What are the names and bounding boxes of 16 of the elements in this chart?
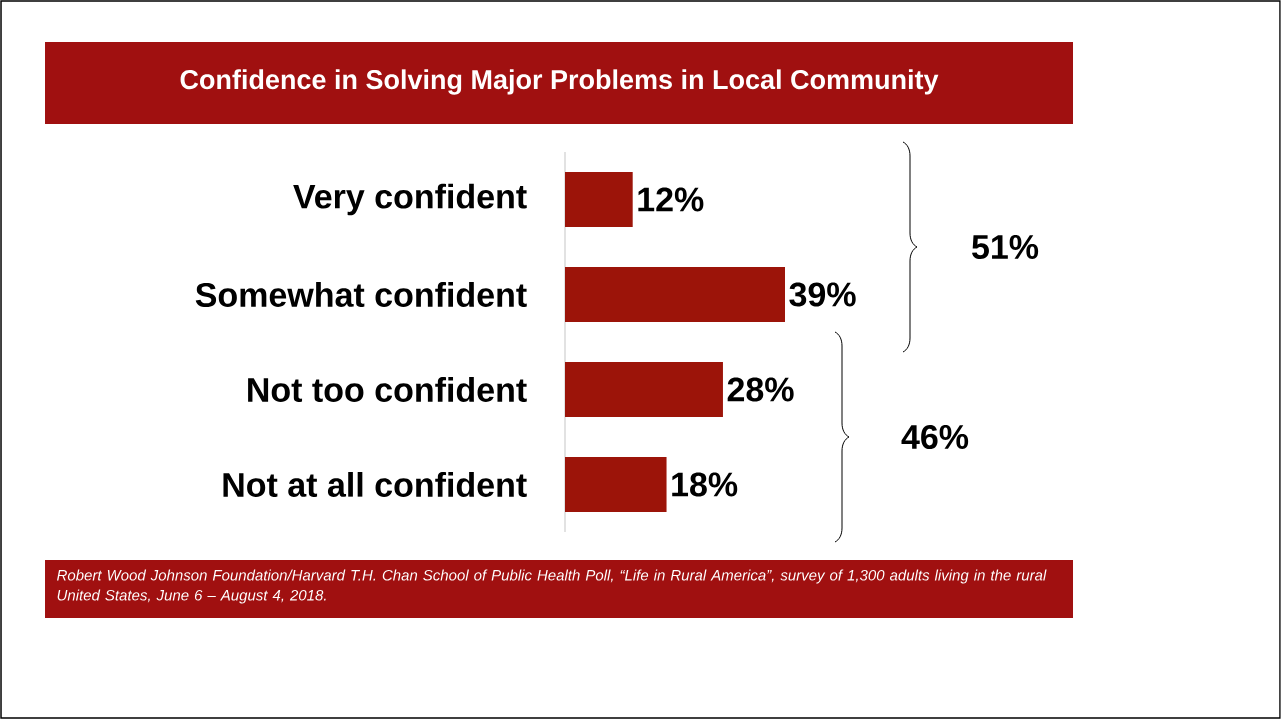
y-tick-label: Not too confident bbox=[248, 377, 527, 402]
y-tick-label: Somewhat confident bbox=[195, 282, 527, 307]
data-label: 39% bbox=[789, 282, 856, 307]
text: Robert Wood Johnson Foundation/Harvard T.H. Chan School of Public Health Poll, “Life in Rural America”, survey of 1,300 adults living in the rural United States, June 6 – August 4, 2018. bbox=[57, 569, 1047, 604]
data-label: 12% bbox=[638, 187, 704, 212]
bar bbox=[565, 456, 667, 512]
bar bbox=[565, 171, 633, 227]
y-tick-label: Very confident bbox=[293, 183, 527, 216]
bar bbox=[565, 266, 785, 322]
y-tick-label: Not at all confident bbox=[223, 472, 527, 497]
bar bbox=[565, 361, 723, 417]
text: 51% bbox=[972, 235, 1039, 259]
data-label: 28% bbox=[727, 377, 794, 402]
data-label: 18% bbox=[672, 472, 738, 497]
text: 46% bbox=[901, 424, 969, 450]
chart-title: Confidence in Solving Major Problems in Local Community bbox=[180, 69, 939, 95]
